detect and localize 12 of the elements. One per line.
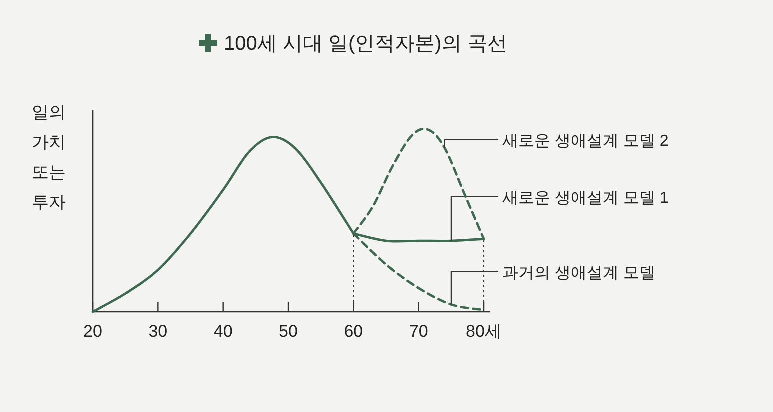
x-tick-label: 60 [344, 322, 364, 341]
x-tick-label: 70 [409, 322, 428, 341]
text: 과거의 생애설계 모델 [502, 265, 656, 282]
x-tick-label: 40 [214, 322, 233, 341]
x-tick-label: 20 [84, 322, 102, 341]
text: 새로운 생애설계 모델 1 [502, 190, 669, 207]
x-tick-label: 30 [148, 322, 168, 341]
x-tick-label: 80세 [466, 322, 502, 341]
y-axis-title: 일의 가치 또는 투자 [32, 103, 66, 212]
chart-title: 100세 시대 일(인적자본)의 곡선 [224, 33, 508, 55]
x-tick-label: 50 [279, 322, 298, 341]
text: 새로운 생애설계 모델 2 [502, 133, 669, 150]
